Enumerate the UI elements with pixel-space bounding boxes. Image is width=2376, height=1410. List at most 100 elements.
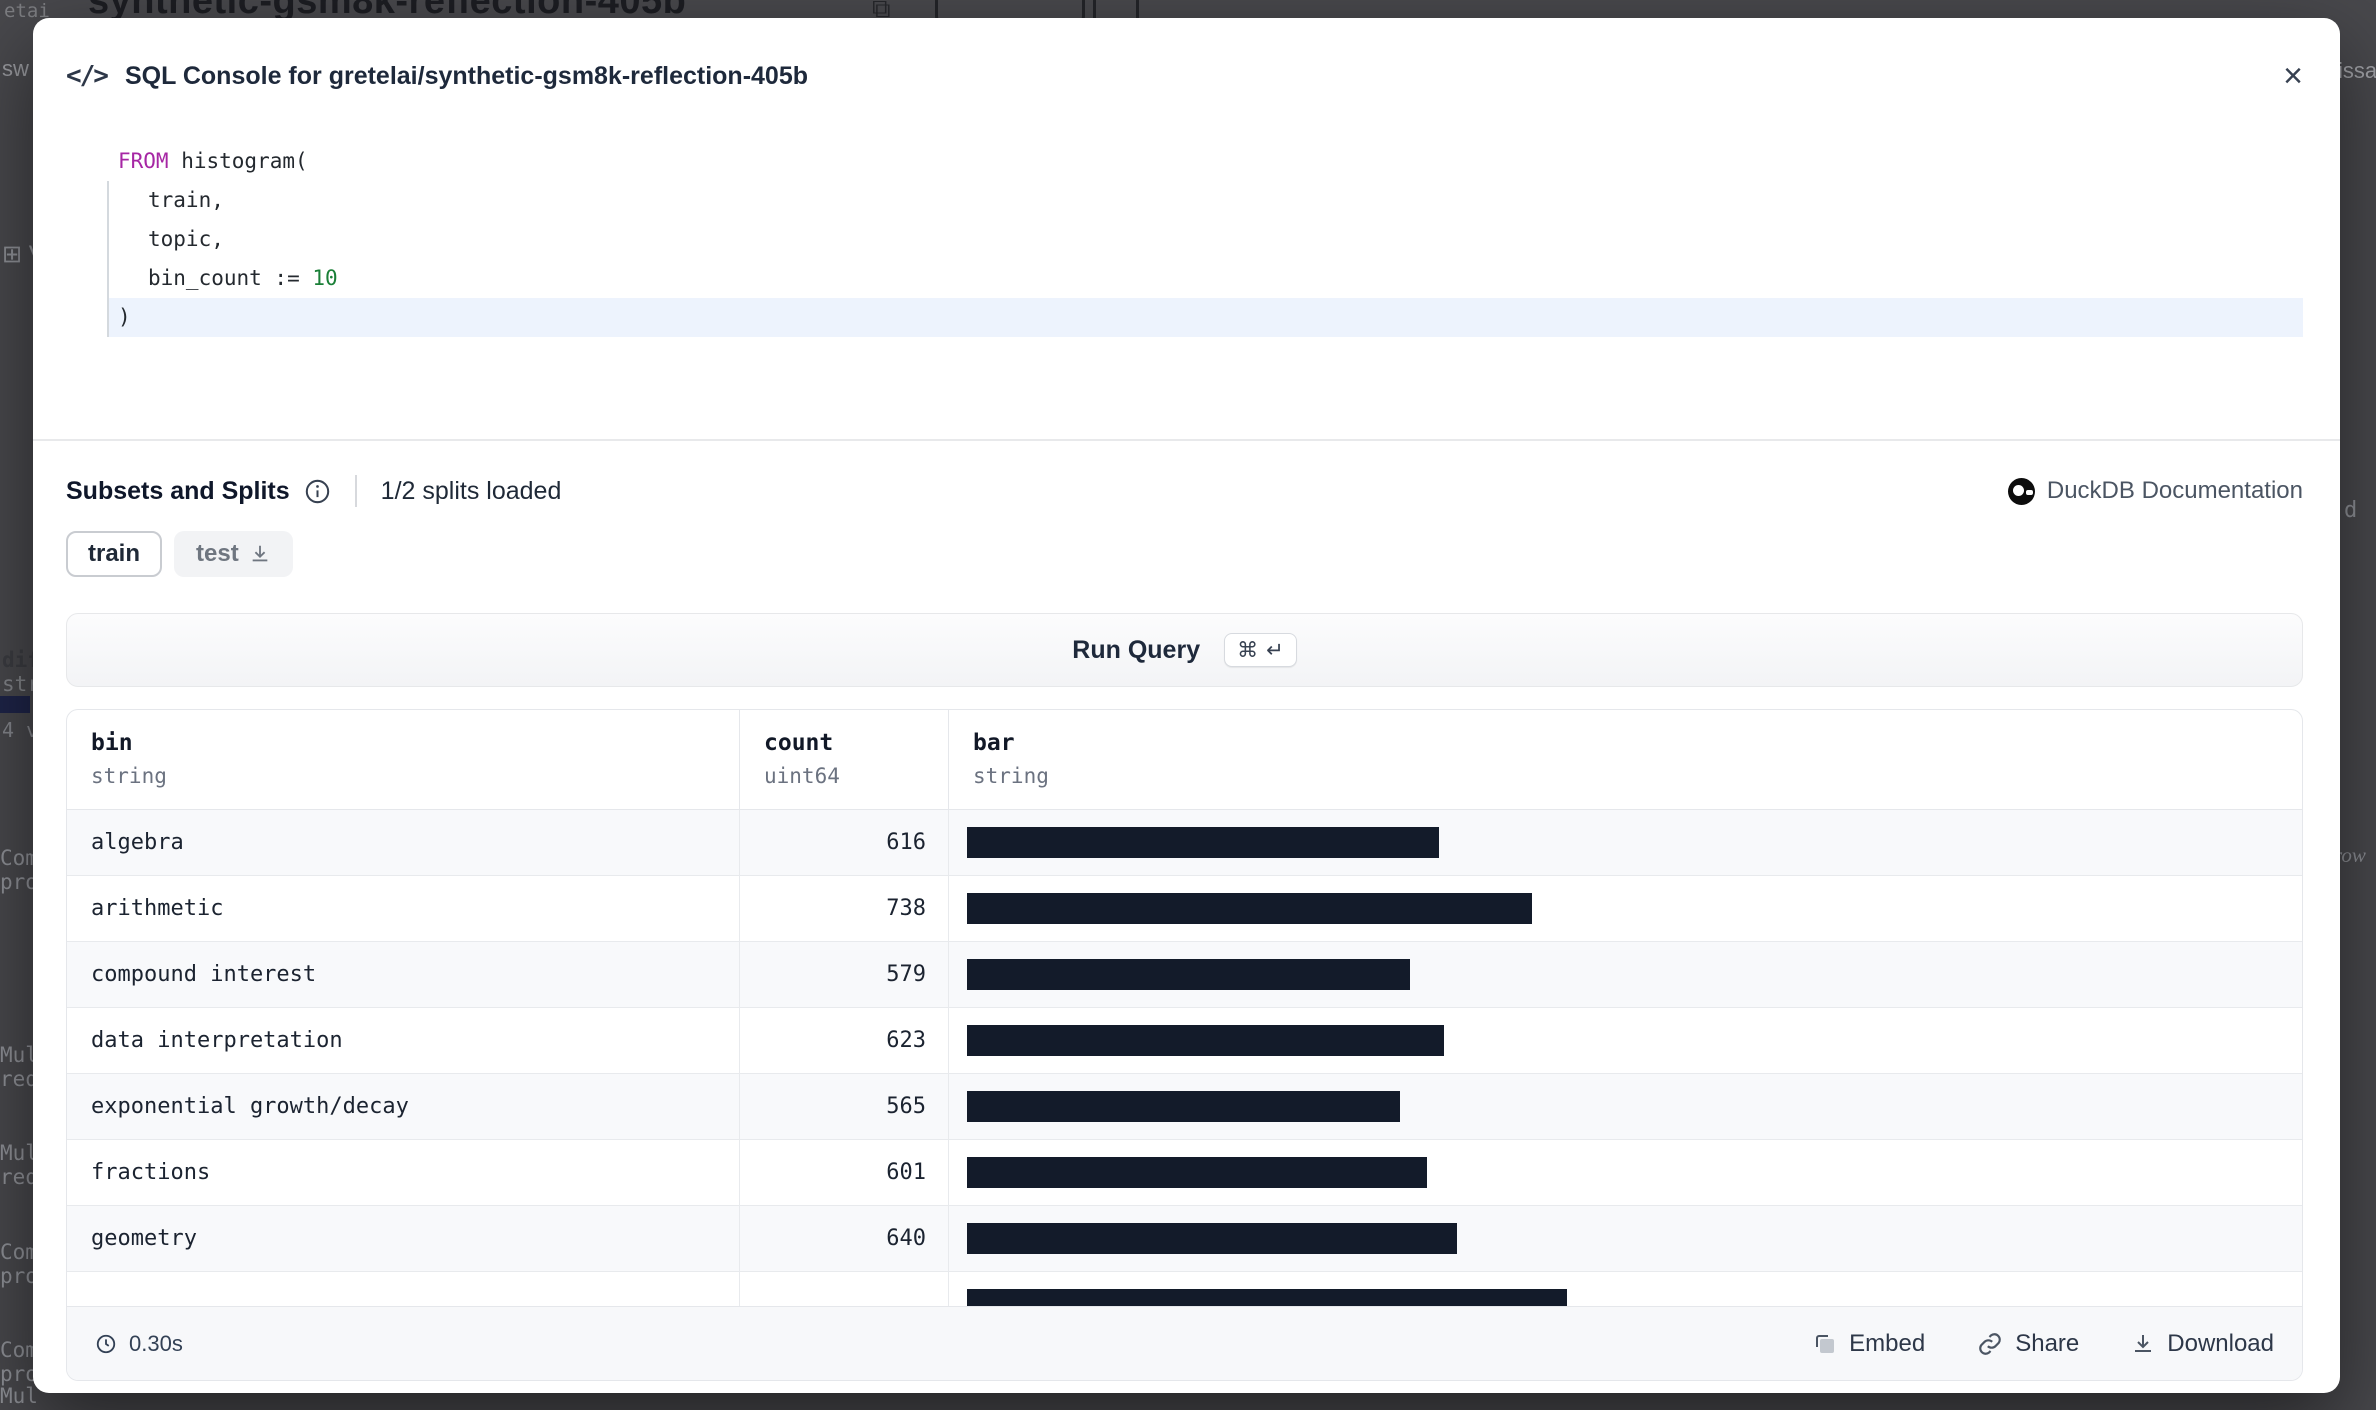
modal-title: SQL Console for gretelai/synthetic-gsm8k…: [124, 61, 809, 90]
count-cell: 601: [739, 1140, 948, 1205]
table-row: algebra 616: [67, 810, 2302, 876]
enter-key-icon: ↵: [1266, 638, 1284, 662]
results-footer: 0.30s Embed S: [67, 1306, 2302, 1380]
histogram-bar: [967, 1025, 1444, 1056]
download-button[interactable]: Download: [2131, 1330, 2274, 1358]
sql-console-modal: </> SQL Console for gretelai/synthetic-g…: [33, 18, 2340, 1393]
histogram-bar: [967, 1289, 1567, 1306]
duckdb-documentation-link[interactable]: DuckDB Documentation: [2007, 477, 2303, 505]
count-cell: 623: [739, 1008, 948, 1073]
background-fragment: 4 v: [2, 718, 39, 742]
bin-cell: [67, 1272, 739, 1306]
background-fragment: Mul: [0, 1384, 38, 1408]
vertical-separator: [354, 475, 357, 507]
histogram-bar: [967, 893, 1532, 924]
table-header-row: bin string count uint64 bar string: [67, 710, 2302, 810]
count-cell: 738: [739, 876, 948, 941]
share-button[interactable]: Share: [1977, 1330, 2079, 1358]
background-fragment: d: [2344, 498, 2358, 523]
tab-test[interactable]: test: [174, 531, 293, 577]
close-icon[interactable]: ×: [2283, 57, 2303, 95]
background-fragment: req: [0, 1165, 38, 1189]
table-row: data interpretation 623: [67, 1008, 2302, 1074]
splits-heading: Subsets and Splits: [66, 476, 290, 505]
cmd-key-icon: ⌘: [1237, 638, 1259, 662]
code-line: topic,: [148, 227, 224, 251]
run-query-button[interactable]: Run Query ⌘ ↵: [66, 613, 2303, 687]
footer-actions: Embed Share Download: [1813, 1330, 2274, 1358]
count-cell: 579: [739, 942, 948, 1007]
bin-cell: arithmetic: [91, 896, 224, 921]
histogram-bar: [967, 1223, 1457, 1254]
query-results-panel: bin string count uint64 bar string algeb…: [66, 709, 2303, 1381]
bar-cell: [948, 876, 2302, 941]
table-body[interactable]: algebra 616 arithmetic 738 compound inte…: [67, 810, 2302, 1306]
code-line-active: ): [108, 298, 2303, 337]
bar-cell: [948, 1206, 2302, 1271]
background-highlight-fragment: [0, 696, 30, 713]
histogram-bar: [967, 959, 1410, 990]
split-tabs: train test: [66, 531, 2303, 577]
sql-editor[interactable]: FROM histogram( train, topic, bin_count …: [66, 142, 2303, 337]
count-cell: 616: [739, 810, 948, 875]
background-fragment: Mul: [0, 1141, 38, 1165]
section-divider: [33, 439, 2340, 441]
code-line: bin_count := 10: [148, 266, 338, 290]
column-header-count[interactable]: count uint64: [739, 710, 948, 809]
bin-cell: compound interest: [91, 962, 317, 987]
table-row: arithmetic 738: [67, 876, 2302, 942]
bar-cell: [948, 1272, 2302, 1306]
table-row: geometry 640: [67, 1206, 2302, 1272]
bin-cell: exponential growth/decay: [91, 1094, 409, 1119]
table-row: compound interest 579: [67, 942, 2302, 1008]
embed-icon: [1816, 1334, 1835, 1353]
run-query-label: Run Query: [1072, 635, 1201, 664]
tab-train[interactable]: train: [66, 531, 163, 577]
elapsed-time: 0.30s: [95, 1331, 183, 1357]
column-header-bin[interactable]: bin string: [91, 730, 167, 788]
histogram-bar: [967, 1157, 1427, 1188]
background-fragment: Com: [0, 1240, 38, 1264]
background-fragment: sw: [2, 56, 29, 81]
bin-cell: fractions: [91, 1160, 211, 1185]
clock-icon: [96, 1334, 116, 1353]
table-row: exponential growth/decay 565: [67, 1074, 2302, 1140]
bar-cell: [948, 1074, 2302, 1139]
count-cell: 640: [739, 1206, 948, 1271]
histogram-bar: [967, 1091, 1400, 1122]
info-icon[interactable]: [304, 478, 331, 505]
bar-cell: [948, 810, 2302, 875]
doc-link-label: DuckDB Documentation: [2046, 477, 2303, 504]
code-line: train,: [148, 188, 224, 212]
background-page-title-fragment: synthetic-gsm8k-reflection-405b: [88, 0, 687, 22]
share-link-icon: [1979, 1332, 2002, 1355]
background-fragment: req: [0, 1405, 38, 1410]
modal-header: </> SQL Console for gretelai/synthetic-g…: [66, 54, 2303, 98]
kbd-shortcut: ⌘ ↵: [1224, 633, 1297, 667]
background-fragment: Com: [0, 846, 38, 870]
bar-cell: [948, 942, 2302, 1007]
table-row-partial: [67, 1272, 2302, 1306]
background-fragment: req: [0, 1067, 38, 1091]
bar-cell: [948, 1140, 2302, 1205]
indent-guide: [107, 181, 109, 337]
count-cell: 565: [739, 1074, 948, 1139]
download-icon: [2135, 1334, 2152, 1352]
background-fragment: pro: [0, 870, 38, 894]
code-icon: </>: [66, 61, 109, 91]
splits-header: Subsets and Splits 1/2 splits loaded Duc…: [66, 469, 2303, 513]
column-header-bar[interactable]: bar string: [948, 710, 2302, 809]
count-cell: [739, 1272, 948, 1306]
background-fragment: Com: [0, 1338, 38, 1362]
background-fragment: pro: [0, 1362, 38, 1386]
table-row: fractions 601: [67, 1140, 2302, 1206]
bin-cell: data interpretation: [91, 1028, 343, 1053]
background-fragment: Mul: [0, 1043, 38, 1067]
bin-cell: geometry: [91, 1226, 197, 1251]
background-fragment: issa: [2338, 58, 2376, 83]
embed-button[interactable]: Embed: [1813, 1330, 1925, 1358]
download-icon: [252, 545, 268, 562]
bin-cell: algebra: [91, 830, 184, 855]
duckdb-logo-icon: [2007, 477, 2035, 505]
